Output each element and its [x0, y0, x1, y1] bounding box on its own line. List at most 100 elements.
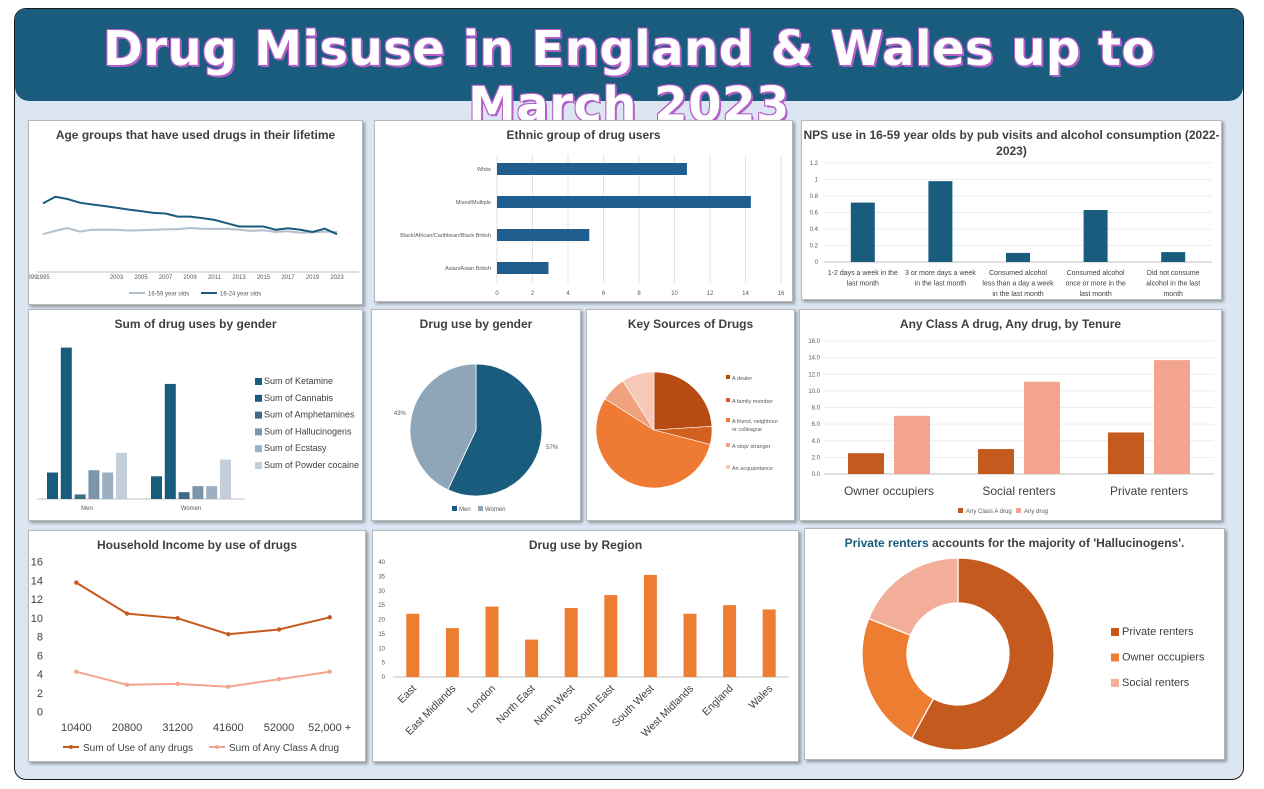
legend-label: Sum of Cannabis: [264, 393, 334, 403]
y-category-label: Black/African/Caribbean/Black British: [400, 233, 491, 239]
pie-slice: [447, 363, 543, 497]
x-category-label: 52000: [264, 722, 295, 734]
legend-swatch: [478, 506, 483, 511]
y-tick-label: 14.0: [808, 356, 820, 362]
pie-slice: [653, 371, 713, 431]
x-tick-label: 2011: [208, 275, 222, 281]
x-tick-label: 2009: [183, 275, 197, 281]
data-point: [276, 676, 282, 682]
legend-label: A family member: [732, 399, 773, 405]
legend-label: Any drug: [1024, 509, 1048, 515]
x-tick-label: 2017: [281, 275, 295, 281]
page-title: Drug Misuse in England & Wales up to Mar…: [103, 21, 1155, 133]
chart-title: Drug use by gender: [419, 317, 533, 331]
chart-title: Any Class A drug, Any drug, by Tenure: [899, 317, 1122, 331]
x-category-label: Social renters: [982, 484, 1055, 498]
legend-label: or colleague: [732, 427, 762, 433]
y-tick-label: 0: [382, 675, 386, 681]
legend-swatch: [1016, 508, 1021, 513]
y-tick-label: 10: [31, 613, 43, 625]
bar: [525, 639, 539, 677]
x-category-label: 52,000 +: [308, 722, 351, 734]
chart-canvas: 0 2 4 6 8 10 12 14 16 White Mixed/Multiple Black/Af…: [400, 155, 785, 297]
data-point: [175, 616, 180, 621]
x-tick-label: 2015: [257, 275, 271, 281]
x-tick-label: 2013: [232, 275, 246, 281]
chart-canvas: Private renters Owner occupiers Social ren…: [861, 557, 1205, 751]
chart-region: Drug use by Region 0 5 10 15 20 25 30 35 40 East Ea…: [372, 530, 799, 762]
y-tick-label: 25: [378, 603, 385, 609]
y-tick-label: 4.0: [812, 439, 821, 445]
legend-swatch: [1111, 679, 1119, 687]
legend-label: Sum of Use of any drugs: [83, 743, 193, 754]
legend-swatch: [726, 443, 730, 447]
chart-tenure: Any Class A drug, Any drug, by Tenure 0.0…: [799, 309, 1222, 521]
bar: [978, 449, 1014, 474]
legend-label: 16-24 year olds: [220, 292, 261, 298]
legend-marker: [69, 745, 73, 749]
chart-key-sources: Key Sources of Drugs A dealer A family mem…: [586, 309, 795, 521]
x-tick-label: 4: [566, 291, 570, 297]
y-tick-label: 12: [31, 594, 43, 606]
chart-title: Household Income by use of drugs: [96, 538, 298, 552]
bar: [1154, 360, 1190, 474]
x-tick-label: 1999: [29, 275, 38, 281]
x-category-label: Men: [81, 506, 93, 512]
chart-canvas: 57% 43% Men Women: [394, 363, 559, 513]
chart-household-income: Household Income by use of drugs 0 2 4 6 8 10 1…: [28, 530, 366, 762]
legend-label: Sum of Amphetamines: [264, 410, 355, 420]
y-tick-label: 12.0: [808, 372, 820, 378]
bar: [762, 609, 776, 677]
legend-swatch: [255, 394, 262, 402]
chart-canvas: Men Women Sum of Ketamine Sum of Cannabis Su…: [37, 347, 359, 512]
bar: [116, 452, 127, 499]
legend-swatch: [1111, 628, 1119, 636]
y-tick-label: 30: [378, 589, 385, 595]
pie-slice: [622, 371, 655, 432]
y-tick-label: 0.2: [810, 244, 819, 250]
bar: [485, 606, 499, 677]
x-tick-label: 2023: [330, 275, 344, 281]
y-tick-label: 0: [37, 707, 43, 719]
legend-label: A stop/ stranger: [732, 444, 771, 450]
x-category-label: Private renters: [1110, 484, 1188, 498]
legend-label: Private renters: [1122, 626, 1194, 638]
y-category-label: Asian/Asian British: [445, 266, 491, 272]
chart-canvas: 0 0.2 0.4 0.6 0.8 1 1.2 1-2 days a week in the l…: [810, 161, 1212, 298]
bar: [1161, 252, 1186, 262]
x-tick-label: 14: [742, 291, 749, 297]
bar: [850, 202, 875, 262]
x-category-label: alcohol in the last: [1146, 281, 1200, 288]
y-tick-label: 0.8: [810, 194, 819, 200]
x-category-label: 1-2 days a week in the: [828, 270, 898, 277]
x-tick-label: 2003: [110, 275, 124, 281]
y-tick-label: 10.0: [808, 389, 820, 395]
x-category-label: month: [1163, 291, 1183, 298]
x-category-label: last month: [847, 281, 879, 288]
x-tick-label: 16: [778, 291, 785, 297]
y-tick-label: 6.0: [812, 422, 821, 428]
x-tick-label: 2019: [306, 275, 320, 281]
x-category-label: Owner occupiers: [844, 484, 934, 498]
y-tick-label: 10: [378, 646, 385, 652]
y-tick-label: 1: [815, 178, 819, 184]
data-point: [226, 631, 231, 637]
data-point: [327, 615, 332, 620]
bar: [220, 459, 231, 499]
chart-gender-pie: Drug use by gender 57% 43% Men Women: [371, 309, 581, 521]
x-category-label: 41600: [213, 722, 244, 734]
bar: [1024, 381, 1060, 474]
bar: [848, 453, 884, 474]
data-point: [124, 682, 130, 688]
x-tick-label: 0: [495, 291, 499, 297]
bar: [497, 196, 751, 208]
legend-swatch: [255, 445, 262, 453]
x-tick-label: 2005: [134, 275, 148, 281]
chart-title: NPS use in 16-59 year olds by pub visits…: [803, 128, 1220, 158]
legend-label: Sum of Ketamine: [264, 376, 333, 386]
legend-marker: [215, 745, 219, 749]
y-tick-label: 1.2: [810, 161, 819, 167]
bar: [60, 347, 72, 499]
y-tick-label: 8.0: [812, 406, 821, 412]
x-category-label: Wales: [746, 683, 775, 712]
